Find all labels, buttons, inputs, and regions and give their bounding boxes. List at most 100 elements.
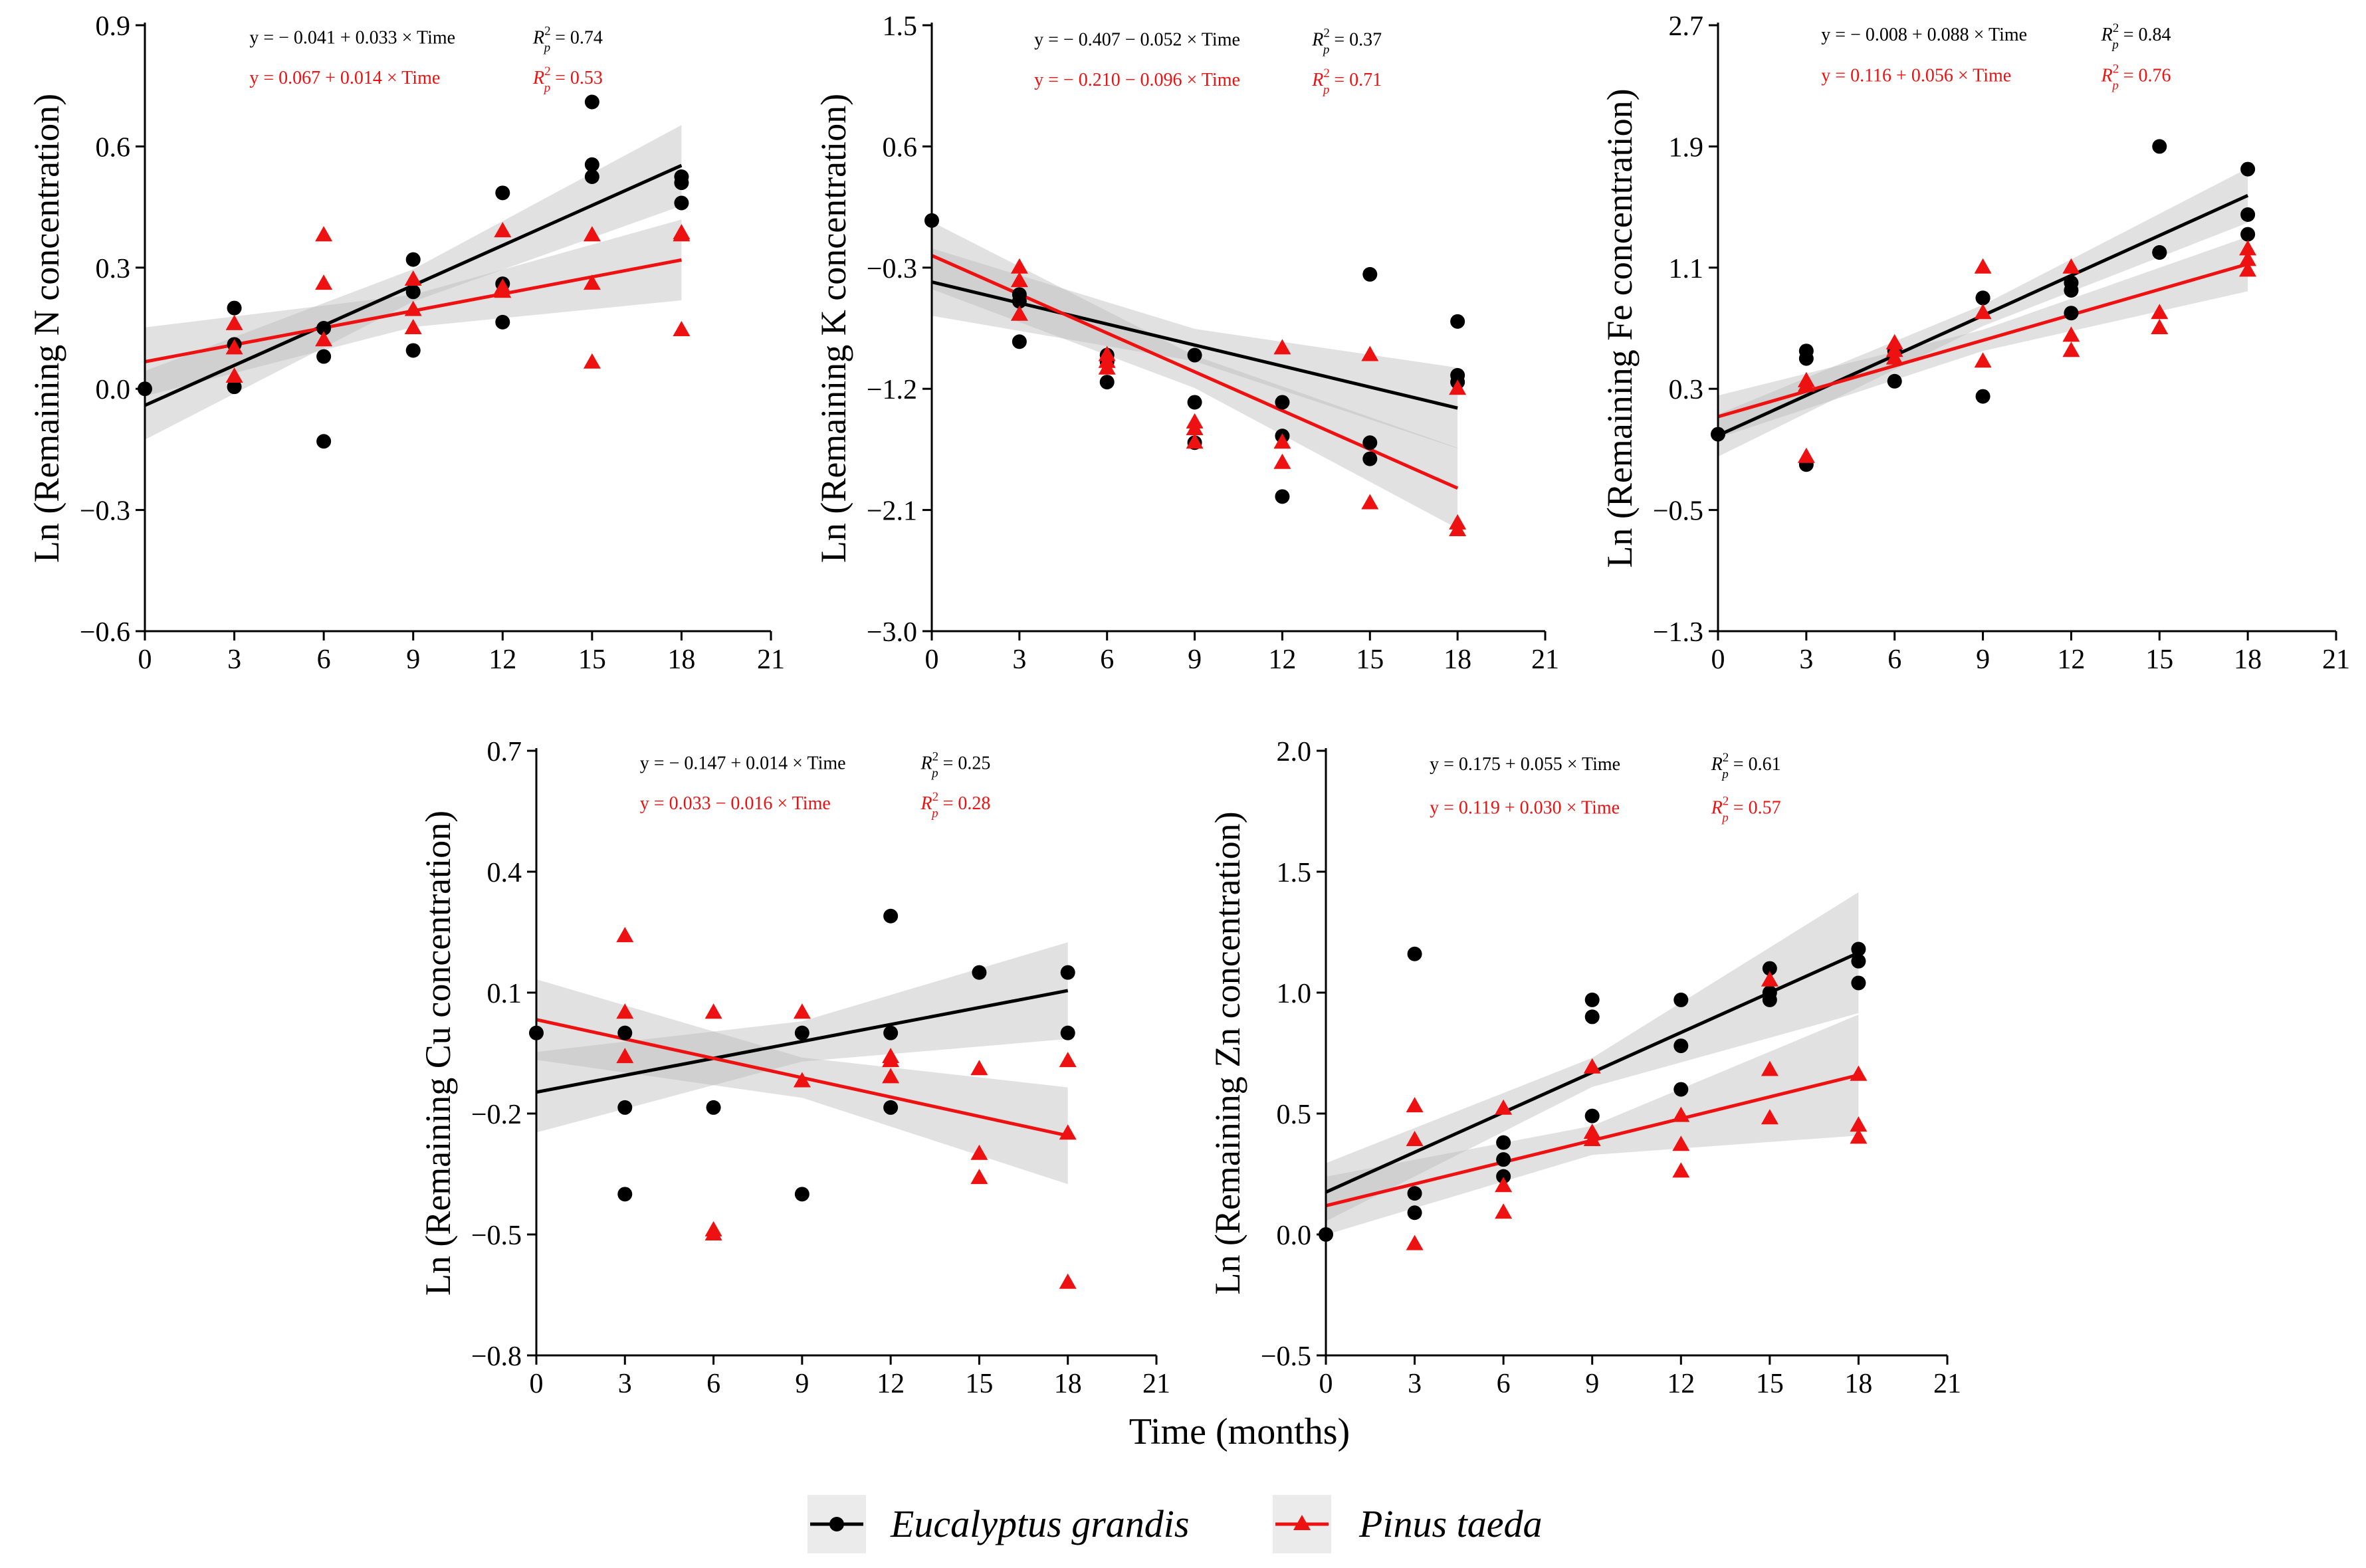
r-squared-pinus: R2 p = 0.76 — [2101, 62, 2171, 92]
data-point-eucalyptus — [1851, 953, 1866, 969]
data-point-eucalyptus — [2064, 306, 2079, 321]
data-point-eucalyptus — [794, 1187, 809, 1202]
data-point-eucalyptus — [1060, 965, 1075, 980]
y-tick-label: 0.5 — [1277, 1100, 1312, 1130]
x-tick-label: 21 — [2322, 644, 2350, 675]
data-point-eucalyptus — [316, 349, 332, 364]
x-tick-label: 3 — [1408, 1369, 1422, 1399]
data-point-eucalyptus — [1975, 389, 1990, 404]
data-point-eucalyptus — [1762, 992, 1777, 1007]
regression-equation-eucalyptus: y = − 0.041 + 0.033 × Time — [249, 27, 455, 48]
x-tick-label: 0 — [1711, 644, 1725, 675]
data-point-pinus — [1885, 349, 1903, 365]
x-tick-label: 0 — [925, 644, 939, 675]
x-tick-label: 12 — [2057, 644, 2085, 675]
x-tick-label: 21 — [1531, 644, 1559, 675]
data-point-pinus — [1186, 433, 1204, 449]
data-point-pinus — [404, 270, 422, 286]
x-tick-label: 9 — [1585, 1369, 1599, 1399]
data-point-eucalyptus — [1362, 451, 1378, 466]
x-tick-label: 6 — [1887, 644, 1901, 675]
x-tick-label: 6 — [317, 644, 331, 675]
data-point-pinus — [2239, 261, 2257, 277]
y-tick-label: 0.7 — [487, 737, 522, 767]
data-point-pinus — [793, 1003, 811, 1019]
confidence-band-pinus — [932, 221, 1458, 529]
x-tick-label: 9 — [406, 644, 420, 675]
confidence-band-eucalyptus — [1326, 892, 1859, 1221]
legend-marker-pinus — [1293, 1515, 1311, 1530]
data-point-pinus — [404, 319, 422, 334]
y-tick-label: −1.2 — [867, 375, 917, 405]
data-point-eucalyptus — [1496, 1152, 1511, 1167]
x-tick-label: 15 — [578, 644, 606, 675]
data-point-eucalyptus — [1450, 314, 1465, 329]
data-point-eucalyptus — [883, 908, 899, 924]
regression-equation-pinus: y = 0.116 + 0.056 × Time — [1821, 65, 2011, 86]
data-point-eucalyptus — [1496, 1169, 1511, 1184]
y-axis-title: Ln (Remaining Fe concentration) — [1600, 88, 1640, 567]
y-tick-label: 0.0 — [96, 375, 131, 405]
regression-equation-pinus: y = − 0.210 − 0.096 × Time — [1034, 70, 1240, 90]
data-point-pinus — [1761, 1109, 1778, 1125]
y-tick-label: 0.4 — [487, 858, 522, 888]
data-point-pinus — [616, 1003, 634, 1019]
data-point-pinus — [2062, 342, 2080, 357]
data-point-pinus — [1059, 1052, 1077, 1068]
y-axis-title: Ln (Remaining N concentration) — [27, 94, 66, 563]
y-tick-label: 1.5 — [1277, 858, 1312, 888]
data-point-eucalyptus — [405, 343, 421, 358]
data-point-eucalyptus — [1584, 992, 1600, 1007]
x-tick-label: 18 — [1444, 644, 1471, 675]
data-point-eucalyptus — [1851, 975, 1866, 991]
data-point-pinus — [2151, 304, 2169, 320]
data-point-eucalyptus — [1762, 961, 1777, 976]
x-tick-label: 6 — [1100, 644, 1114, 675]
data-point-eucalyptus — [1275, 489, 1290, 504]
data-point-pinus — [1797, 447, 1815, 463]
data-point-pinus — [704, 1003, 722, 1019]
data-point-eucalyptus — [1798, 351, 1814, 366]
data-point-pinus — [1761, 1060, 1778, 1076]
data-point-pinus — [1010, 305, 1028, 321]
x-tick-label: 3 — [618, 1369, 632, 1399]
data-point-eucalyptus — [227, 300, 242, 316]
y-tick-label: 0.6 — [96, 132, 131, 163]
data-point-eucalyptus — [674, 195, 689, 211]
y-tick-label: 1.1 — [1669, 254, 1704, 284]
data-point-eucalyptus — [674, 175, 689, 191]
data-point-eucalyptus — [1099, 375, 1115, 390]
data-point-pinus — [404, 300, 422, 316]
y-tick-label: 0.9 — [96, 11, 131, 42]
r-squared-eucalyptus: R2 p = 0.84 — [2101, 21, 2171, 52]
data-point-pinus — [583, 353, 601, 369]
data-point-pinus — [225, 339, 243, 355]
data-point-pinus — [2062, 326, 2080, 342]
data-point-pinus — [1449, 521, 1467, 536]
y-tick-label: −2.1 — [867, 496, 917, 527]
data-point-pinus — [1672, 1106, 1690, 1122]
legend-label-pinus: Pinus taeda — [1358, 1502, 1542, 1545]
data-point-pinus — [704, 1225, 722, 1240]
y-tick-label: −0.3 — [80, 496, 130, 527]
data-point-pinus — [970, 1169, 988, 1185]
data-point-pinus — [970, 1144, 988, 1160]
data-point-pinus — [616, 927, 634, 943]
data-point-pinus — [1010, 272, 1028, 288]
data-point-eucalyptus — [584, 169, 599, 184]
x-tick-label: 15 — [1756, 1369, 1784, 1399]
legend-marker-eucalyptus — [829, 1517, 844, 1531]
y-axis-title: Ln (Remaining Zn concentration) — [1208, 811, 1247, 1294]
confidence-band-pinus — [1326, 1015, 1859, 1235]
x-tick-label: 3 — [227, 644, 241, 675]
data-point-eucalyptus — [1496, 1135, 1511, 1150]
data-point-pinus — [1495, 1177, 1513, 1193]
y-tick-label: 1.5 — [883, 11, 918, 42]
data-point-pinus — [225, 367, 243, 383]
y-tick-label: −0.8 — [471, 1341, 522, 1372]
data-point-eucalyptus — [1887, 373, 1902, 389]
x-tick-label: 0 — [1319, 1369, 1333, 1399]
regression-equation-pinus: y = 0.067 + 0.014 × Time — [249, 68, 440, 88]
r-squared-eucalyptus: R2 p = 0.37 — [1311, 26, 1382, 56]
